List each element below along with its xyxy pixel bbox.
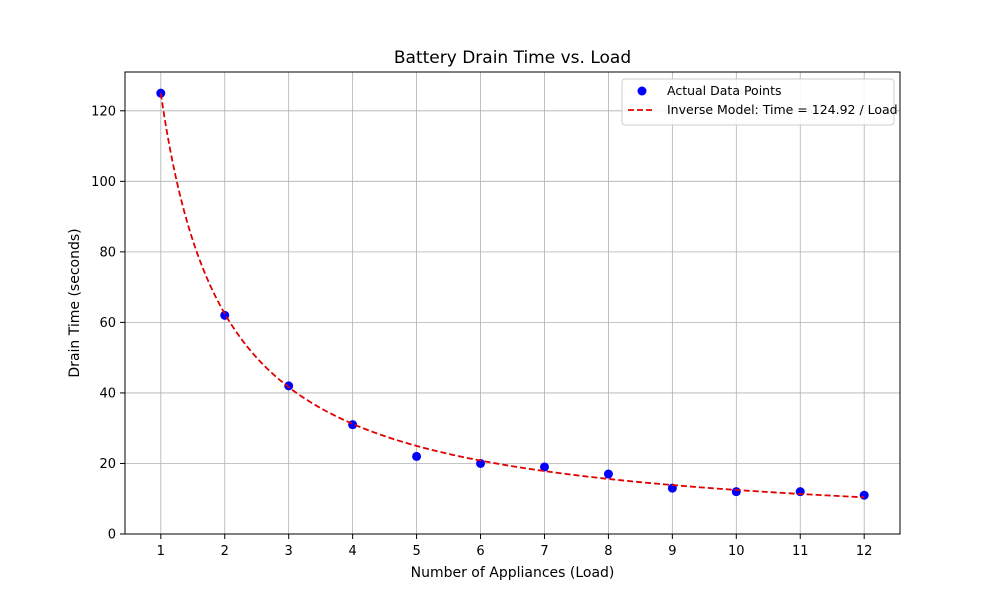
- grid: [125, 72, 900, 535]
- legend: Actual Data Points Inverse Model: Time =…: [621, 78, 898, 126]
- plot-area: [156, 88, 869, 500]
- data-point: [284, 381, 294, 391]
- x-tick-label: 8: [604, 544, 612, 559]
- y-tick-label: 0: [108, 528, 116, 543]
- y-tick-label: 20: [99, 457, 116, 472]
- x-tick-label: 2: [221, 544, 229, 559]
- legend-label-actual: Actual Data Points: [667, 83, 782, 98]
- x-tick-label: 9: [668, 544, 676, 559]
- data-point: [476, 458, 486, 468]
- y-axis-label: Drain Time (seconds): [67, 228, 83, 377]
- data-point: [156, 88, 166, 98]
- y-tick-label: 40: [99, 386, 116, 401]
- x-tick-label: 4: [348, 544, 356, 559]
- x-tick-label: 11: [792, 544, 809, 559]
- legend-scatter-marker: [637, 86, 647, 96]
- y-tick-label: 80: [99, 245, 116, 260]
- data-point: [859, 490, 869, 500]
- y-tick-label: 60: [99, 316, 116, 331]
- legend-box: [621, 78, 895, 126]
- data-point: [603, 469, 613, 479]
- y-tick-label: 120: [91, 104, 116, 119]
- model-curve: [159, 93, 865, 499]
- data-point: [412, 451, 422, 461]
- x-tick-label: 5: [412, 544, 420, 559]
- legend-label-model: Inverse Model: Time = 124.92 / Load: [667, 102, 898, 117]
- x-tick-label: 7: [540, 544, 548, 559]
- y-tick-label: 100: [91, 175, 116, 190]
- x-tick-label: 12: [856, 544, 873, 559]
- x-axis-label: Number of Appliances (Load): [411, 565, 615, 581]
- chart-title: Battery Drain Time vs. Load: [394, 48, 631, 68]
- data-point: [731, 487, 741, 497]
- data-point: [539, 462, 549, 472]
- x-tick-label: 6: [476, 544, 484, 559]
- x-tick-label: 10: [728, 544, 745, 559]
- x-tick-label: 1: [157, 544, 165, 559]
- plot-frame: [124, 71, 901, 535]
- x-tick-label: 3: [285, 544, 293, 559]
